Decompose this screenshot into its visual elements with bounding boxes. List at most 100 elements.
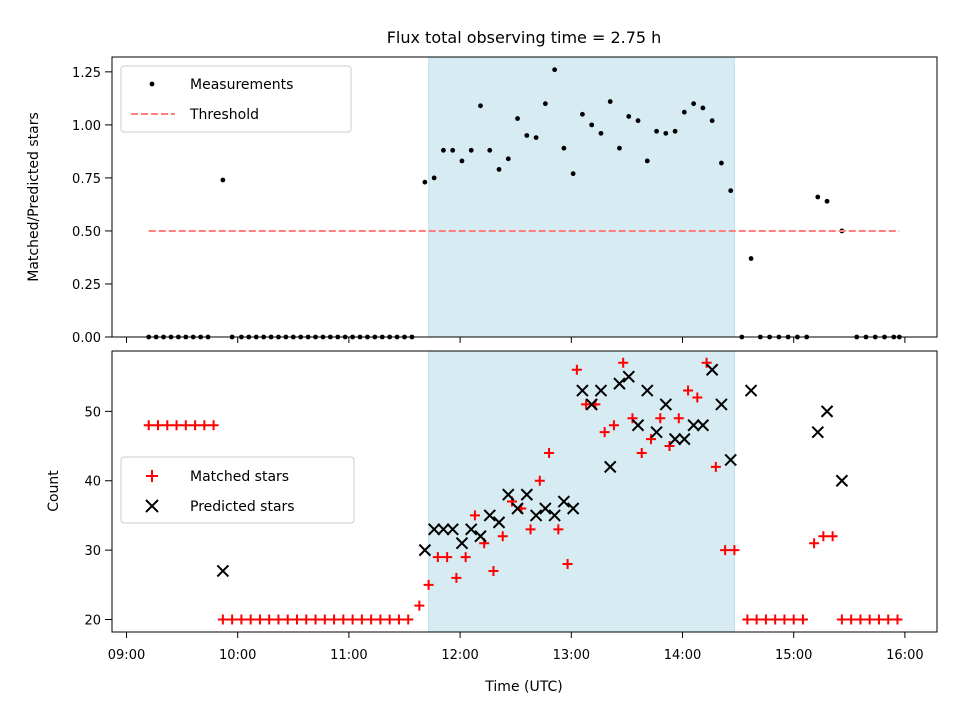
matched-star-point: [827, 531, 838, 542]
predicted-star-point: [474, 530, 487, 543]
matched-star-point: [282, 614, 293, 625]
matched-star-point: [720, 545, 731, 556]
matched-star-point: [742, 614, 753, 625]
predicted-star-point: [566, 502, 580, 515]
matched-star-point: [414, 600, 425, 611]
measurement-point: [617, 145, 622, 151]
matched-star-point: [442, 552, 453, 563]
predicted-star-point: [744, 384, 758, 397]
predicted-star-point: [811, 425, 825, 439]
predicted-star-point: [576, 384, 589, 397]
observing-interval-shade: [428, 350, 735, 633]
predicted-star-point: [715, 398, 728, 411]
measurement-point: [748, 256, 754, 261]
matched-star-point: [208, 420, 219, 431]
matched-star-point: [254, 614, 265, 625]
matched-star-point: [729, 545, 740, 556]
matched-star-point: [375, 614, 386, 625]
y-tick-label: 1.25: [72, 66, 101, 81]
matched-star-point: [788, 614, 799, 625]
predicted-star-point: [687, 419, 700, 432]
predicted-star-point: [594, 384, 608, 397]
y-tick-label: 0.50: [72, 225, 101, 240]
matched-star-point: [236, 614, 247, 625]
matched-star-point: [217, 614, 228, 625]
measurement-point: [441, 147, 446, 153]
matched-star-point: [432, 552, 443, 563]
x-tick-label: 15:00: [775, 648, 812, 663]
matched-star-point: [190, 420, 201, 431]
predicted-star-point: [511, 502, 524, 515]
matched-star-point: [655, 413, 666, 424]
matched-star-point: [366, 614, 377, 625]
y-tick-label: 30: [84, 544, 101, 559]
measurement-point: [691, 101, 697, 107]
measurement-point: [422, 179, 428, 185]
matched-star-point: [153, 420, 164, 431]
matched-star-point: [864, 614, 875, 625]
matched-star-point: [393, 614, 404, 625]
measurement-point: [450, 147, 456, 153]
matched-star-point: [488, 565, 499, 576]
measurement-point: [478, 103, 483, 109]
measurement-point: [220, 177, 226, 183]
matched-star-point: [809, 538, 820, 549]
predicted-star-point: [548, 509, 561, 522]
matched-star-point: [760, 614, 771, 625]
matched-star-point: [770, 614, 781, 625]
predicted-star-point: [604, 460, 617, 474]
matched-star-point: [171, 420, 182, 431]
matched-star-point: [497, 531, 508, 542]
predicted-star-point: [820, 405, 834, 418]
matched-star-point: [627, 413, 638, 424]
bottom-legend-box: [120, 456, 355, 524]
matched-star-point: [469, 510, 480, 521]
legend-matched-marker: [146, 470, 158, 482]
measurement-point: [607, 99, 613, 104]
matched-star-point: [460, 552, 471, 563]
matched-star-point: [319, 614, 330, 625]
matched-star-point: [779, 614, 790, 625]
matched-star-point: [245, 614, 256, 625]
measurement-point: [719, 160, 724, 166]
legend-measurements-label: Measurements: [190, 77, 293, 93]
x-tick-label: 14:00: [664, 648, 701, 663]
measurement-point: [468, 147, 474, 153]
measurement-point: [431, 175, 437, 181]
measurement-point: [505, 156, 511, 162]
measurement-point: [542, 101, 548, 107]
x-tick-label: 11:00: [330, 648, 367, 663]
matched-star-point: [273, 614, 284, 625]
y-tick-label: 0.75: [72, 172, 101, 187]
predicted-star-point: [539, 502, 552, 515]
matched-star-point: [180, 420, 191, 431]
bottom-legend: Matched stars Predicted stars: [120, 456, 355, 524]
measurement-point: [598, 130, 604, 136]
predicted-star-point: [641, 384, 654, 397]
measurement-point: [681, 109, 687, 115]
matched-star-point: [664, 441, 675, 452]
top-plot-frame: [111, 56, 938, 338]
predicted-star-point: [631, 419, 645, 432]
measurement-point: [496, 167, 502, 172]
measurement-point: [570, 171, 576, 177]
matched-star-point: [818, 531, 829, 542]
measurement-point: [728, 188, 734, 194]
predicted-star-point: [650, 425, 663, 439]
matched-star-point: [692, 392, 703, 403]
predicted-star-point: [427, 523, 441, 536]
measurement-point: [672, 128, 678, 134]
observing-interval-shade: [428, 56, 735, 338]
y-tick-label: 20: [84, 614, 101, 629]
bottom-y-axis-label: Count: [46, 470, 62, 512]
matched-star-point: [329, 614, 340, 625]
matched-star-point: [199, 420, 210, 431]
measurement-point: [700, 105, 706, 111]
measurement-point: [824, 198, 830, 204]
y-tick-label: 50: [84, 405, 101, 420]
panel-counts: 20 30 40 50 09:00 10:00 11:00 12:00 13:00 14:00 15…: [46, 350, 938, 663]
y-tick-label: 0.00: [72, 331, 101, 346]
matched-star-point: [143, 420, 154, 431]
matched-star-point: [608, 420, 619, 431]
measurement-point: [487, 147, 493, 153]
